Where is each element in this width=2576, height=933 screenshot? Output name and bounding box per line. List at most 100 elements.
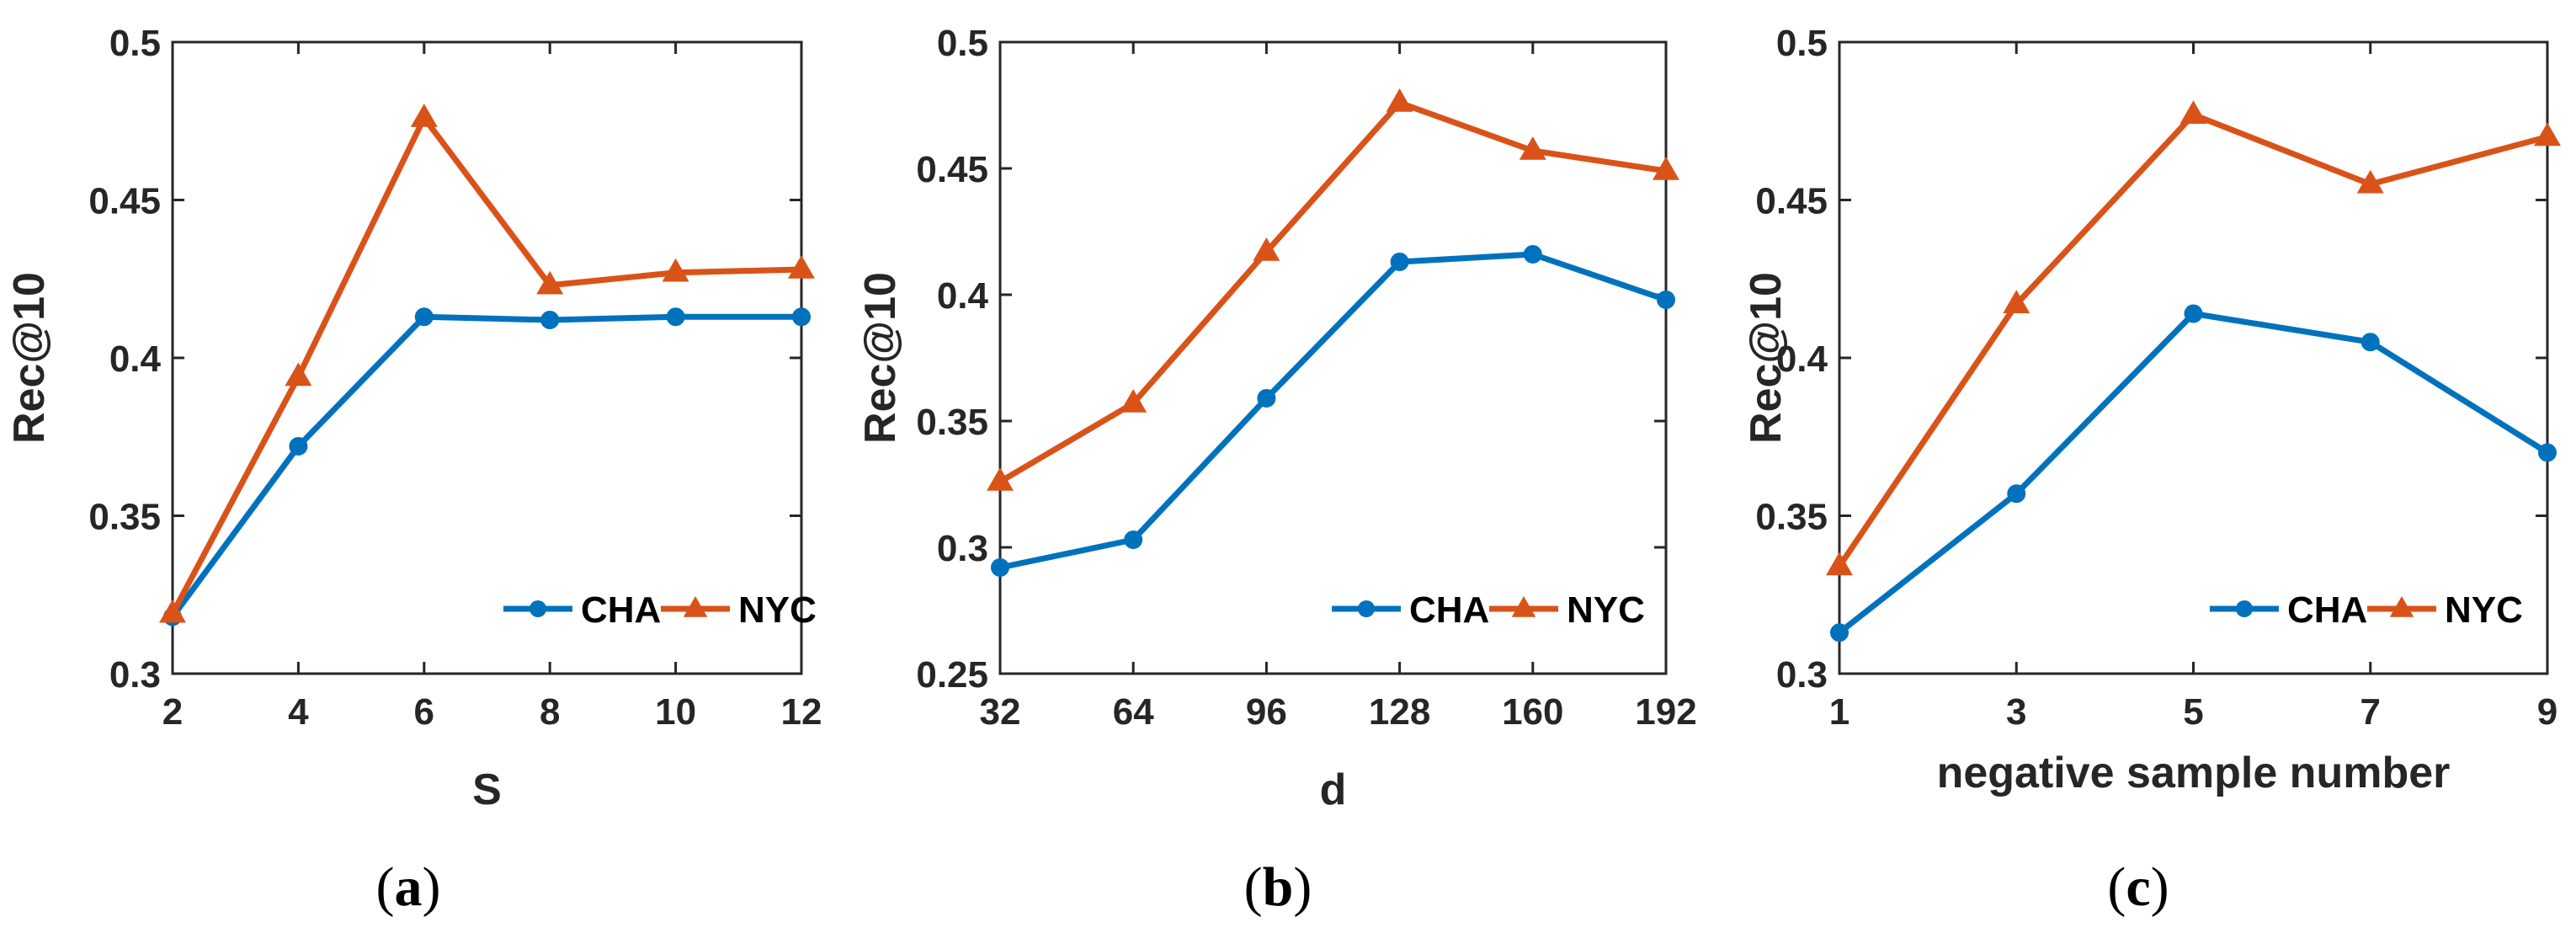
- x-tick-label: 1: [1829, 691, 1850, 733]
- data-point-cha: [792, 307, 811, 327]
- panel-letter: a: [395, 856, 423, 918]
- data-point-nyc: [1519, 136, 1546, 160]
- y-tick-label: 0.5: [937, 23, 988, 64]
- series-line-cha: [170, 313, 801, 619]
- y-axis-label: Rec@10: [1742, 272, 1791, 444]
- data-point-nyc: [1253, 237, 1280, 261]
- data-point-nyc: [2534, 122, 2561, 147]
- x-tick-label: 7: [2360, 691, 2381, 733]
- data-point-nyc: [1120, 388, 1147, 413]
- legend-marker-nyc: [683, 596, 708, 617]
- legend-marker-cha: [530, 600, 546, 617]
- data-point-nyc: [2179, 100, 2207, 124]
- panel-a: 2 4 6 8 10 12 0.3 0.35 0.4 0.45 0.5 S Rec@10 CHA NYC (a…: [5, 23, 822, 918]
- y-tick-label: 0.35: [1755, 497, 1828, 538]
- data-point-nyc: [536, 270, 564, 295]
- series-line-nyc: [169, 115, 802, 616]
- data-point-cha: [540, 311, 560, 329]
- x-tick-label: 6: [414, 691, 434, 733]
- y-tick-label: 0.45: [916, 149, 988, 190]
- data-point-cha: [1657, 291, 1675, 309]
- y-axis-label: Rec@10: [856, 272, 905, 444]
- data-point-nyc: [788, 254, 815, 279]
- data-point-cha: [1523, 245, 1542, 264]
- data-point-nyc: [1653, 156, 1679, 180]
- data-point-cha: [1124, 530, 1143, 549]
- data-point-nyc: [410, 103, 438, 127]
- series-line-cha: [999, 251, 1668, 571]
- x-tick-label: 32: [980, 691, 1021, 733]
- data-point-cha: [2007, 484, 2026, 504]
- plot-area: [998, 40, 1668, 675]
- panel-c: 1 3 5 7 9 0.3 0.35 0.4 0.45 0.5 negative sample nu…: [1742, 23, 2561, 918]
- panel-b: 32 64 96 128 160 192 0.25 0.3 0.35 0.4 0.45 0.5 d Rec…: [856, 23, 1697, 918]
- x-tick-label: 3: [2006, 691, 2026, 733]
- y-tick-label: 0.5: [1776, 23, 1828, 64]
- y-tick-label: 0.25: [916, 654, 988, 696]
- legend-marker-cha: [1358, 600, 1375, 617]
- x-axis-label: d: [1320, 765, 1347, 814]
- x-axis-label: S: [472, 765, 502, 814]
- data-point-nyc: [987, 466, 1014, 491]
- y-tick-label: 0.35: [88, 497, 161, 538]
- legend-marker-nyc: [2389, 596, 2414, 617]
- x-tick-label: 128: [1369, 691, 1430, 733]
- y-tick-label: 0.45: [1755, 181, 1828, 222]
- data-point-cha: [289, 437, 308, 456]
- series-line-nyc: [998, 99, 1667, 485]
- legend: CHA NYC: [503, 589, 817, 631]
- y-tick-label: 0.4: [1776, 339, 1828, 380]
- data-point-nyc: [1386, 88, 1413, 112]
- y-tick-label: 0.35: [916, 402, 988, 443]
- x-tick-label: 10: [655, 691, 696, 733]
- panel-label: (b): [1244, 856, 1312, 918]
- data-point-cha: [414, 307, 434, 327]
- legend-marker-nyc: [1511, 596, 1536, 617]
- y-tick-label: 0.45: [88, 181, 161, 222]
- x-tick-label: 4: [288, 691, 309, 733]
- legend-label-cha: CHA: [2287, 589, 2367, 631]
- plot-area: [1838, 40, 2549, 675]
- legend-label-nyc: NYC: [1567, 589, 1645, 631]
- x-tick-label: 9: [2537, 691, 2557, 733]
- panel-label: (c): [2107, 856, 2169, 918]
- x-tick-label: 160: [1502, 691, 1563, 733]
- data-point-nyc: [285, 362, 312, 387]
- legend: CHA NYC: [1332, 589, 1645, 631]
- x-tick-label: 8: [540, 691, 560, 733]
- x-tick-label: 64: [1113, 691, 1154, 733]
- legend-label-nyc: NYC: [2445, 589, 2523, 631]
- data-point-nyc: [2003, 290, 2030, 313]
- legend-label-cha: CHA: [581, 589, 661, 631]
- x-tick-label: 192: [1635, 691, 1696, 733]
- data-point-cha: [1257, 389, 1276, 408]
- y-tick-label: 0.5: [109, 23, 161, 64]
- y-tick-label: 0.3: [937, 528, 988, 569]
- data-point-nyc: [159, 599, 186, 623]
- data-point-cha: [666, 307, 685, 327]
- panel-letter: b: [1263, 856, 1294, 918]
- x-tick-label: 12: [781, 691, 822, 733]
- data-point-nyc: [2356, 169, 2384, 194]
- legend: CHA NYC: [2210, 589, 2523, 631]
- y-tick-label: 0.4: [109, 339, 162, 380]
- data-point-cha: [1390, 253, 1409, 271]
- legend-marker-cha: [2236, 600, 2253, 617]
- y-axis-label: Rec@10: [5, 272, 54, 444]
- y-tick-label: 0.3: [109, 654, 161, 696]
- data-point-cha: [2538, 443, 2557, 462]
- panel-letter: c: [2126, 856, 2150, 918]
- data-point-cha: [2184, 304, 2203, 323]
- data-point-nyc: [662, 258, 689, 282]
- plot-area: [171, 40, 803, 675]
- y-tick-label: 0.3: [1776, 654, 1828, 696]
- x-tick-label: 5: [2183, 691, 2203, 733]
- panel-label: (a): [376, 856, 441, 918]
- data-point-cha: [2360, 333, 2380, 352]
- data-point-cha: [1830, 623, 1849, 642]
- x-axis-label: negative sample number: [1937, 749, 2451, 797]
- y-tick-label: 0.4: [937, 275, 989, 317]
- x-tick-label: 96: [1246, 691, 1287, 733]
- legend-label-nyc: NYC: [738, 589, 817, 631]
